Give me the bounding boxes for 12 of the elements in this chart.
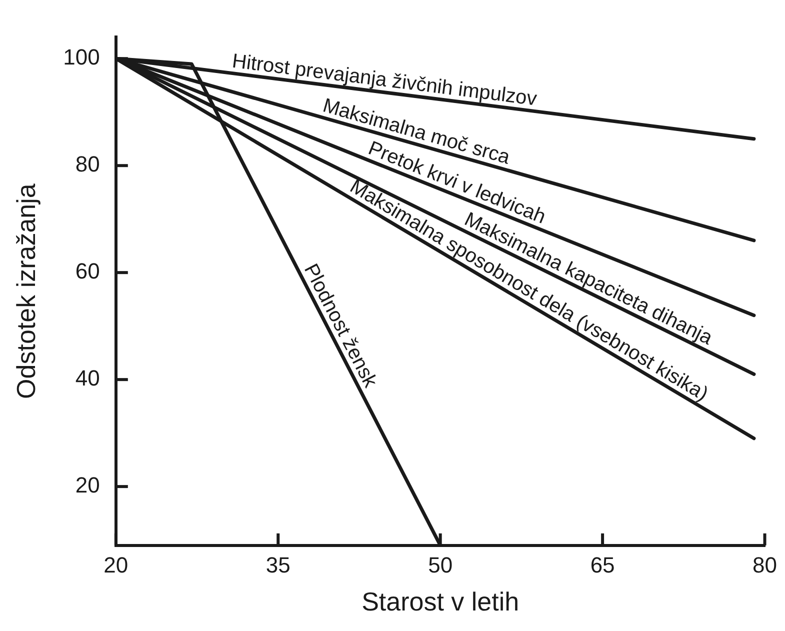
y-tick-label: 40 <box>75 366 100 391</box>
y-tick-label: 100 <box>63 44 100 70</box>
y-tick-label: 60 <box>75 258 100 284</box>
y-tick-label: 80 <box>75 152 100 177</box>
x-tick-label: 65 <box>590 552 615 578</box>
x-axis-title: Starost v letih <box>362 586 520 617</box>
x-tick-label: 20 <box>104 552 128 578</box>
x-tick-label: 35 <box>266 552 290 578</box>
y-tick-label: 20 <box>75 472 100 498</box>
y-axis-title: Odstotek izražanja <box>10 183 41 399</box>
x-tick-label: 50 <box>428 552 453 578</box>
x-tick-label: 80 <box>752 552 778 578</box>
